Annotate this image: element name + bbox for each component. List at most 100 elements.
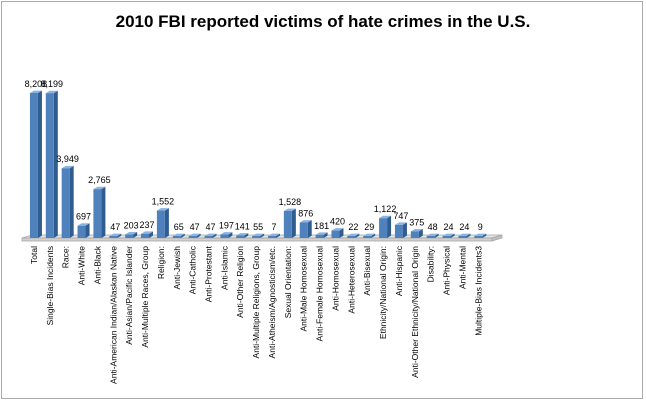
data-label: 65 [174,222,184,232]
bar-front [363,236,372,238]
data-label: 55 [253,222,263,232]
bar-side [196,233,201,238]
bar-side [101,186,106,238]
bar [442,233,455,238]
bar-top [426,233,439,236]
bar-side [466,233,471,238]
category-label: Anti-Jewish [172,246,182,290]
bar-top [93,186,106,190]
bar-side [339,228,344,238]
bar-side [53,90,58,238]
bar-top [458,233,471,236]
data-label: 47 [110,222,120,232]
data-label: 203 [124,220,139,230]
bar-side [482,233,487,238]
bar-side [434,233,439,238]
bar-top [220,232,233,235]
bar-top [77,223,90,226]
category-label: Anti-Male Homosexual [299,246,309,332]
bar-top [315,232,328,235]
bar [141,231,154,238]
category-labels-group: Total Single-Bias Incidents Race: Anti-Whit… [29,245,483,384]
bar [474,233,487,238]
bar-side [212,233,217,238]
category-label: Anti-Multiple Religions, Group [251,246,261,359]
bar-front [77,225,86,238]
category-label: Anti-White [77,246,87,285]
data-label: 47 [190,222,200,232]
bar-top [156,208,169,211]
category-label: Anti-Physical [442,246,452,295]
bar-top [252,233,265,236]
bar-front [29,93,38,238]
bar-side [450,233,455,238]
bar-front [299,222,308,238]
bar [61,165,74,238]
bar [125,232,138,238]
data-label: 1,528 [279,197,302,207]
data-label: 237 [140,220,155,230]
bar-side [117,233,122,238]
category-label: Disability: [426,246,436,282]
bar-side [402,222,407,238]
category-label: Anti-American Indian/Alaskan Native [108,246,118,384]
bar-front [283,211,292,238]
data-label: 375 [409,217,424,227]
bar-front [394,224,403,238]
data-label: 3,949 [56,154,79,164]
bar-front [109,236,118,238]
data-label: 181 [314,221,329,231]
bar-side [260,233,265,238]
bar-front [220,234,229,238]
data-label: 22 [348,222,358,232]
bar-front [315,234,324,238]
bar [252,233,265,238]
bar [204,233,217,238]
bar [394,222,407,238]
bars-group [29,90,487,238]
bar-front [141,233,150,238]
bar-front [156,210,165,238]
bar-side [355,233,360,238]
bar-side [307,220,312,238]
bar [109,233,122,238]
data-label: 8,199 [41,79,64,89]
bar [410,228,423,238]
bar-top [236,233,249,236]
bar [188,233,201,238]
bar-front [331,230,340,238]
category-label: Anti-Atheism/Agnosticism/etc. [267,246,277,358]
bar-side [85,223,90,238]
floor-front [21,237,493,242]
category-label: Anti-Hispanic [394,245,404,296]
data-label: 747 [393,211,408,221]
category-label: Multiple-Bias Incidents3 [473,246,483,336]
bar-front [61,168,70,238]
bar-top [283,208,296,212]
bar-top [347,233,360,236]
chart-title: 2010 FBI reported victims of hate crimes… [115,12,531,31]
data-label: 1,552 [152,197,175,207]
category-label: Race: [61,246,71,268]
bar [363,233,376,238]
bar-front [172,236,181,238]
bar-top [394,222,407,225]
bar-top [29,90,42,93]
bar-top [267,233,280,236]
bar-front [45,93,54,238]
bar-top [125,232,138,235]
bar-side [387,215,392,238]
bar [93,186,106,238]
bar-front [267,236,276,238]
bar-side [323,232,328,238]
data-label: 141 [235,222,250,232]
bar-side [244,233,249,238]
category-label: Religion: [156,246,166,279]
bar-front [410,231,419,238]
category-label: Ethnicity/National Origin: [378,246,388,339]
bar [172,233,185,238]
data-label: 48 [428,222,438,232]
data-label: 697 [76,212,91,222]
bar-front [125,234,134,238]
